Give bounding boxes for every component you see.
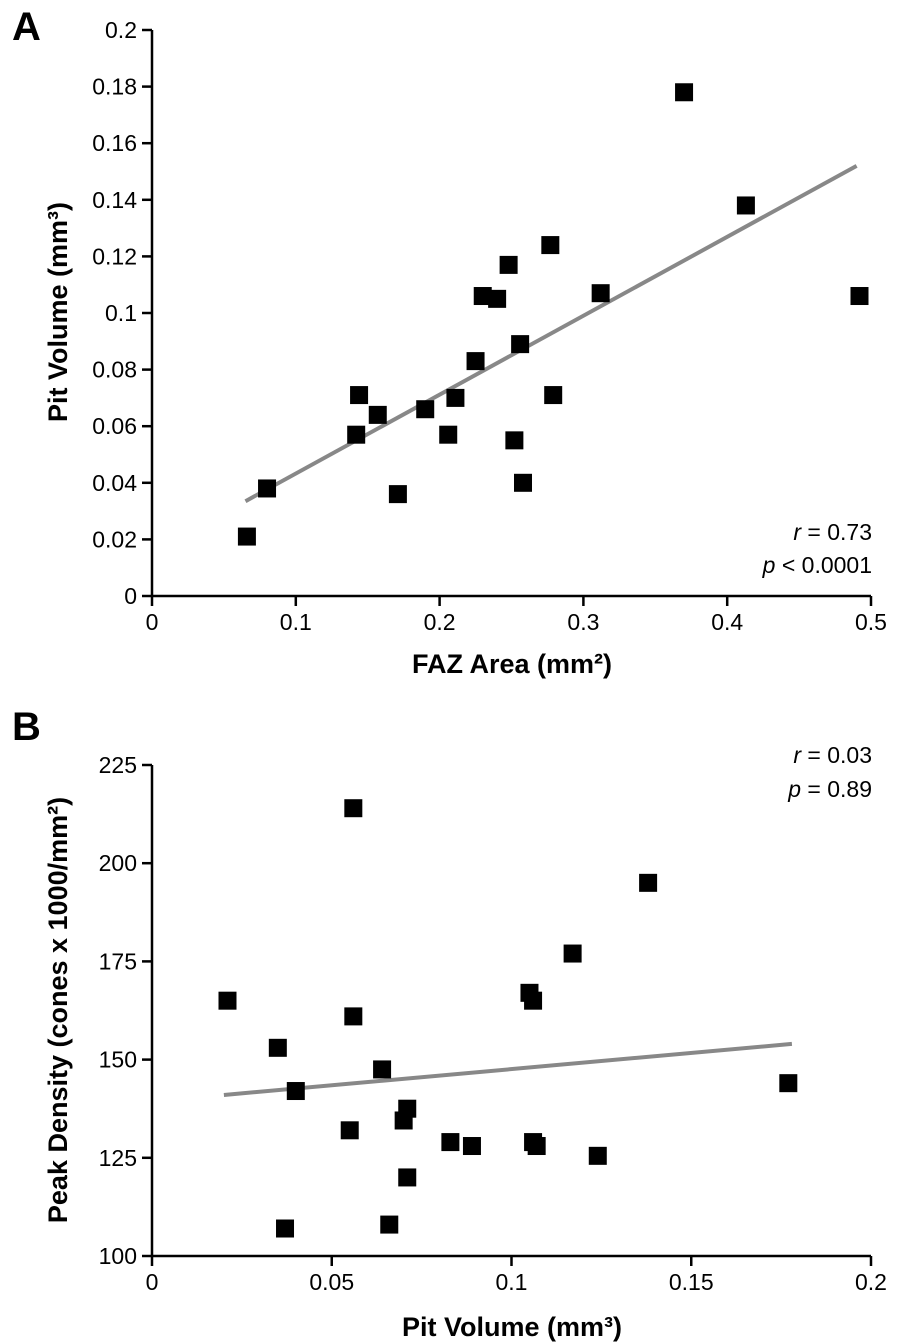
panel-b-y-tick-label: 100 <box>99 1243 137 1269</box>
panel-b-x-ticks: 0 0.05 0.1 0.15 0.2 <box>146 1256 887 1295</box>
panel-a-x-ticks: 0 0.1 0.2 0.3 0.4 0.5 <box>146 596 887 635</box>
panel-a-data-point <box>544 386 563 405</box>
panel-a-data-point <box>541 236 560 255</box>
panel-a-y-tick-label: 0.16 <box>92 130 137 156</box>
panel-a-label: A <box>12 5 41 49</box>
panel-b-stat-p: p = 0.89 <box>787 776 872 802</box>
panel-b-y-ticks: 100 125 150 175 200 225 <box>99 752 152 1269</box>
panel-a-points <box>237 83 869 546</box>
panel-a-data-point <box>368 405 387 424</box>
panel-b-data-point <box>563 944 582 963</box>
panel-b-data-point <box>441 1133 460 1152</box>
panel-a-fit-line-group <box>244 164 858 503</box>
panel-b-data-point <box>268 1038 287 1057</box>
panel-b-x-tick-label: 0.15 <box>669 1269 714 1295</box>
panel-a-y-tick-label: 0.12 <box>92 243 137 269</box>
panel-a-y-tick-label: 0.02 <box>92 526 137 552</box>
panel-a-data-point <box>350 386 369 405</box>
panel-a-y-tick-label: 0.1 <box>105 300 137 326</box>
panel-b-y-axis-title: Peak Density (cones x 1000/mm²) <box>43 797 73 1223</box>
panel-b-data-point <box>380 1215 399 1234</box>
panel-a-data-point <box>439 425 458 444</box>
panel-a-x-tick-label: 0.2 <box>424 609 456 635</box>
panel-a-data-point <box>675 83 694 102</box>
panel-b-axes <box>150 765 871 1258</box>
panel-a-data-point <box>347 425 366 444</box>
panel-a-y-tick-label: 0.2 <box>105 17 137 43</box>
panel-a-axes <box>150 30 871 598</box>
panel-b-data-point <box>779 1074 798 1093</box>
panel-b-y-tick-label: 200 <box>99 850 137 876</box>
panel-b-data-point <box>373 1060 392 1079</box>
panel-b-label: B <box>12 705 41 749</box>
panel-b-y-tick-label: 225 <box>99 752 137 778</box>
panel-b-x-tick-label: 0.05 <box>309 1269 354 1295</box>
panel-b-data-point <box>527 1137 546 1156</box>
panel-a-data-point <box>505 431 524 450</box>
panel-b-y-tick-label: 125 <box>99 1145 137 1171</box>
panel-a: A 0 0.02 0.04 0.06 0.08 0.1 0.12 0.14 0.16 0.18 0.… <box>12 5 887 679</box>
panel-a-data-point <box>466 352 485 371</box>
panel-b-data-point <box>398 1099 417 1118</box>
panel-b-y-tick-label: 175 <box>99 948 137 974</box>
panel-b-data-point <box>218 991 237 1010</box>
panel-b-fit-line <box>223 1041 793 1097</box>
panel-a-fit-line <box>244 164 858 503</box>
panel-a-data-point <box>511 335 530 354</box>
panel-a-data-point <box>473 287 492 306</box>
panel-b-x-tick-label: 0 <box>146 1269 159 1295</box>
panel-b-data-point <box>524 991 543 1010</box>
panel-a-x-axis-title: FAZ Area (mm²) <box>412 649 612 679</box>
panel-b-data-point <box>639 873 658 892</box>
panel-b-points <box>218 799 798 1238</box>
panel-a-y-ticks: 0 0.02 0.04 0.06 0.08 0.1 0.12 0.14 0.16 0.18 0.2 <box>92 17 152 609</box>
panel-b-stat-r: r = 0.03 <box>793 742 872 768</box>
panel-b-data-point <box>462 1137 481 1156</box>
panel-a-x-tick-label: 0.4 <box>711 609 743 635</box>
panel-a-y-tick-label: 0.04 <box>92 470 137 496</box>
panel-a-x-tick-label: 0.3 <box>567 609 599 635</box>
panel-b-data-point <box>344 1007 363 1026</box>
panel-a-data-point <box>499 255 518 274</box>
panel-b-data-point <box>340 1121 359 1140</box>
panel-a-stat-p: p < 0.0001 <box>762 552 872 578</box>
panel-a-data-point <box>514 473 533 492</box>
panel-b-x-tick-label: 0.2 <box>855 1269 887 1295</box>
panel-a-x-tick-label: 0.1 <box>280 609 312 635</box>
panel-a-data-point <box>388 485 407 504</box>
panel-a-data-point <box>850 287 869 306</box>
panel-a-data-point <box>488 289 507 308</box>
panel-b-data-point <box>276 1219 295 1238</box>
panel-a-stat-r: r = 0.73 <box>793 519 872 545</box>
panel-a-data-point <box>416 400 435 419</box>
panel-b-x-tick-label: 0.1 <box>496 1269 528 1295</box>
panel-a-data-point <box>591 284 610 303</box>
panel-b-data-point <box>398 1168 417 1187</box>
panel-a-x-tick-label: 0 <box>146 609 159 635</box>
panel-a-data-point <box>446 388 465 407</box>
panel-b: B 100 125 150 175 200 225 0 0.05 0.1 0.15 0.2 Pit… <box>12 705 887 1342</box>
panel-b-data-point <box>286 1082 305 1101</box>
panel-a-x-tick-label: 0.5 <box>855 609 887 635</box>
panel-b-fit-line-group <box>223 1041 793 1097</box>
panel-a-data-point <box>736 196 755 215</box>
panel-b-x-axis-title: Pit Volume (mm³) <box>402 1312 622 1342</box>
panel-a-y-tick-label: 0.08 <box>92 357 137 383</box>
panel-a-data-point <box>258 479 277 498</box>
panel-b-y-tick-label: 150 <box>99 1047 137 1073</box>
panel-a-y-tick-label: 0.14 <box>92 187 137 213</box>
panel-b-data-point <box>344 799 363 818</box>
panel-a-y-axis-title: Pit Volume (mm³) <box>43 202 73 422</box>
panel-a-y-tick-label: 0 <box>124 583 137 609</box>
panel-a-data-point <box>237 527 256 546</box>
panel-a-y-tick-label: 0.06 <box>92 413 137 439</box>
panel-a-y-tick-label: 0.18 <box>92 74 137 100</box>
panel-b-data-point <box>588 1146 607 1165</box>
